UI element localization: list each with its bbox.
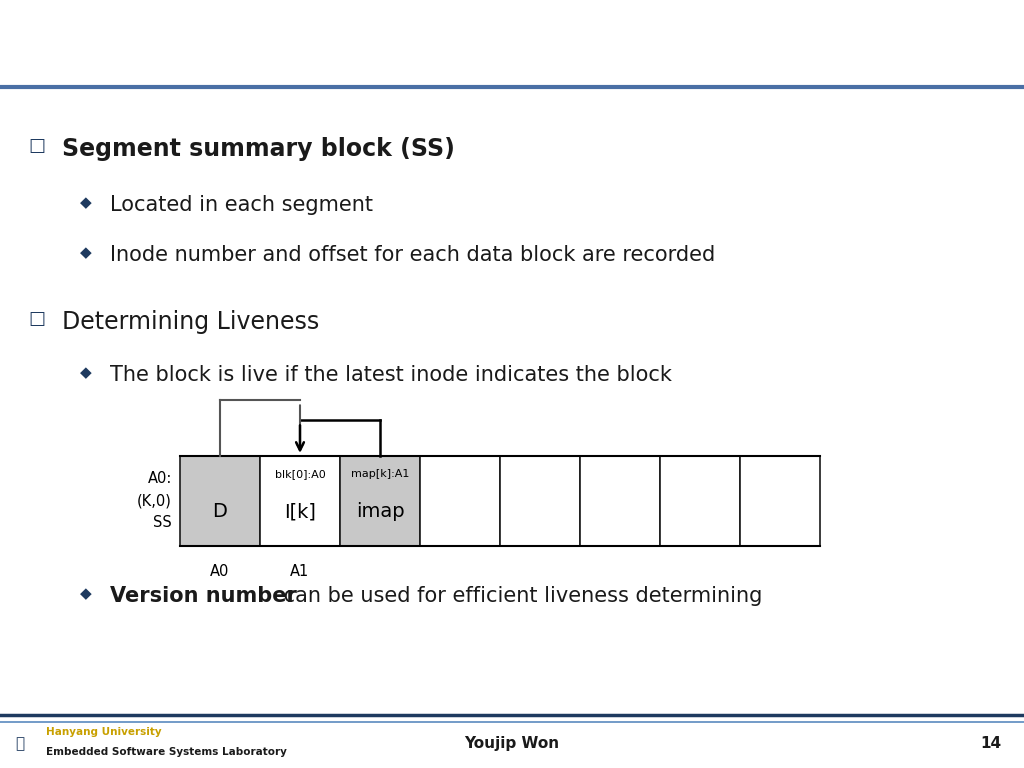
Text: A0: A0 — [210, 564, 229, 579]
Bar — [260, 455, 340, 546]
Text: SS: SS — [154, 515, 172, 531]
Text: imap: imap — [355, 502, 404, 521]
Text: ◆: ◆ — [80, 245, 92, 260]
Text: can be used for efficient liveness determining: can be used for efficient liveness deter… — [278, 586, 763, 606]
Bar — [740, 455, 820, 546]
Bar — [420, 455, 500, 546]
Text: blk[0]:A0: blk[0]:A0 — [274, 468, 326, 478]
Text: Segment summary block (SS): Segment summary block (SS) — [62, 137, 455, 161]
Bar — [660, 455, 740, 546]
Text: ◆: ◆ — [80, 195, 92, 210]
Text: Embedded Software Systems Laboratory: Embedded Software Systems Laboratory — [46, 746, 287, 757]
Bar — [180, 455, 260, 546]
Text: Youjip Won: Youjip Won — [465, 737, 559, 751]
Bar — [340, 455, 420, 546]
Text: Located in each segment: Located in each segment — [110, 195, 373, 215]
Text: Version number: Version number — [110, 586, 297, 606]
Text: I[k]: I[k] — [284, 502, 316, 521]
Text: A0:: A0: — [147, 472, 172, 486]
Text: ◆: ◆ — [80, 586, 92, 601]
Text: Ⓞ: Ⓞ — [15, 737, 25, 751]
Text: map[k]:A1: map[k]:A1 — [351, 468, 410, 478]
Bar — [500, 455, 580, 546]
Text: A1: A1 — [291, 564, 309, 579]
Text: □: □ — [28, 310, 45, 328]
Text: Inode number and offset for each data block are recorded: Inode number and offset for each data bl… — [110, 245, 715, 265]
Text: Determining Liveness: Determining Liveness — [62, 310, 319, 334]
Text: 14: 14 — [980, 737, 1001, 751]
Text: □: □ — [28, 137, 45, 154]
Text: The block is live if the latest inode indicates the block: The block is live if the latest inode in… — [110, 366, 672, 386]
Text: D: D — [213, 502, 227, 521]
Text: Hanyang University: Hanyang University — [46, 727, 162, 737]
Text: ◆: ◆ — [80, 366, 92, 380]
Text: Determining Block Liveness: Determining Block Liveness — [23, 31, 428, 59]
Bar — [580, 455, 660, 546]
Text: (K,0): (K,0) — [137, 493, 172, 508]
